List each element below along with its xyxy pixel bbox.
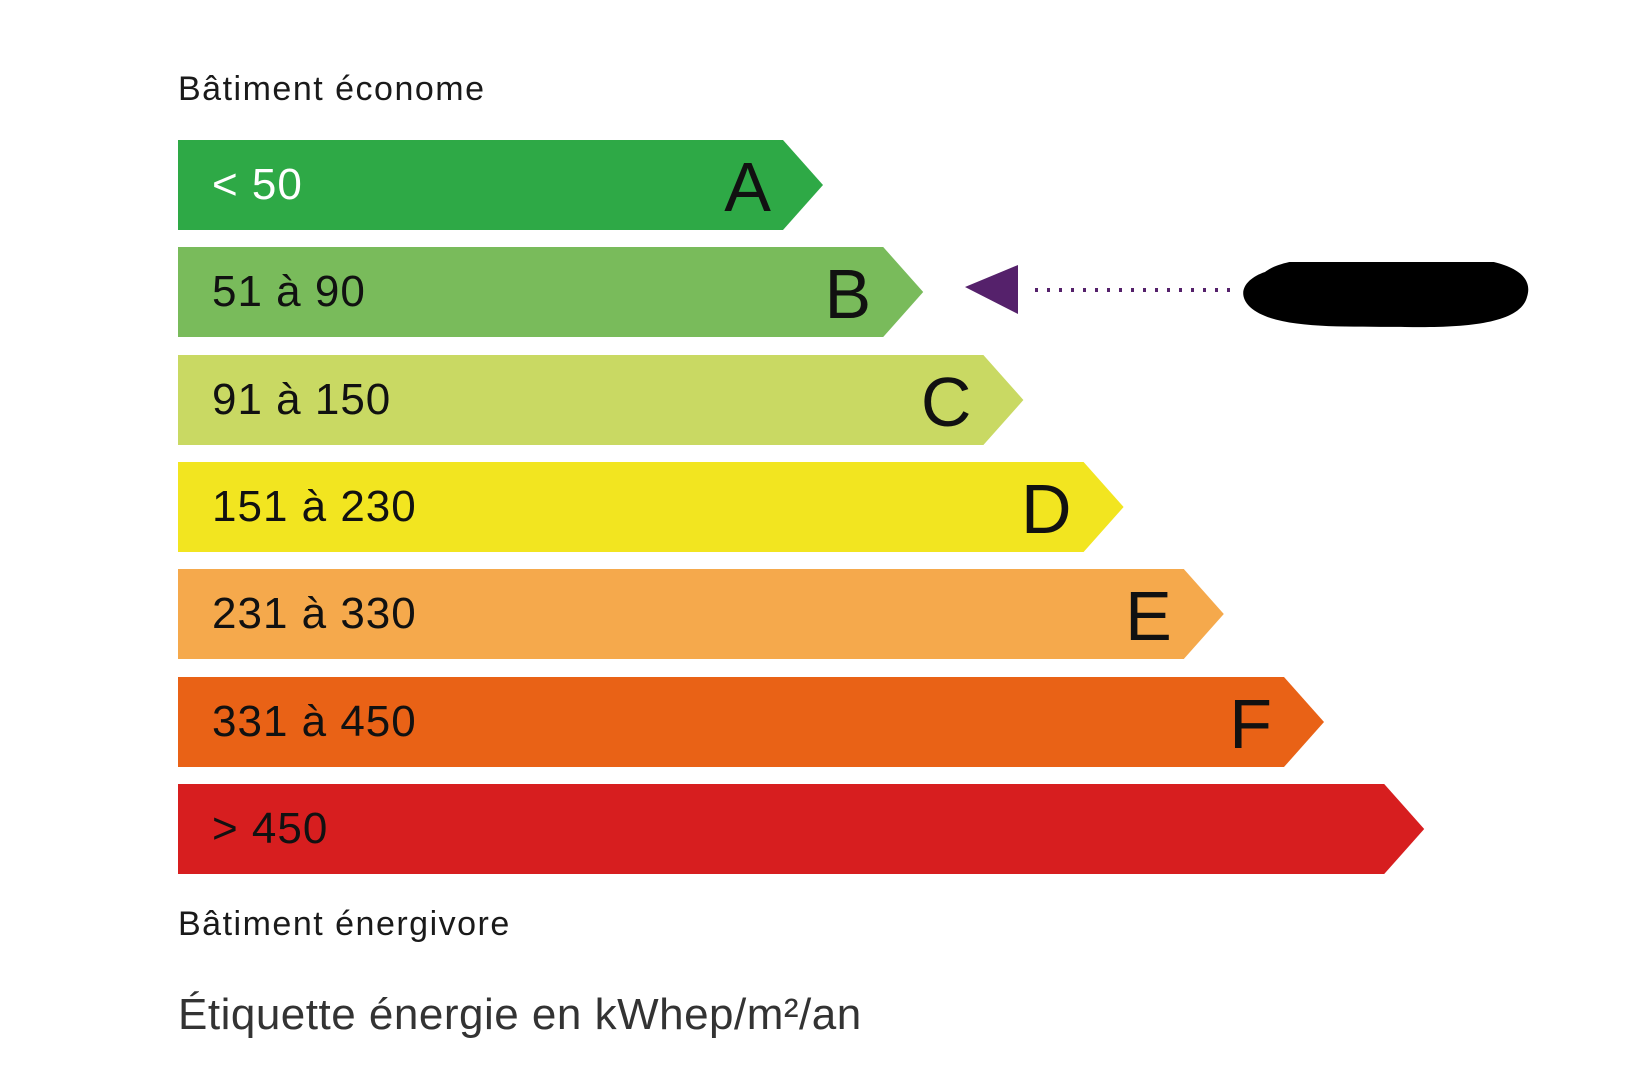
energy-bar-c: 91 à 150 C <box>178 354 1024 445</box>
bar-class-letter: C <box>920 362 972 441</box>
unit-label: Étiquette énergie en kWhep/m²/an <box>178 990 862 1039</box>
redacted-value-blob <box>1243 255 1529 328</box>
bar-arrow-shape <box>178 676 1324 767</box>
bar-class-letter: D <box>1021 469 1072 548</box>
bar-range-label: 151 à 230 <box>212 481 417 531</box>
rating-indicator <box>965 255 1565 332</box>
energy-bar-f: 331 à 450 F <box>178 676 1324 767</box>
bottom-label-energivore: Bâtiment énergivore <box>178 905 511 943</box>
bar-class-letter: E <box>1125 577 1172 656</box>
energy-bar-a: < 50 A <box>178 140 823 230</box>
bar-class-letter: F <box>1229 684 1272 763</box>
energy-bar-e: 231 à 330 E <box>178 569 1224 660</box>
bar-class-letter: B <box>824 255 872 334</box>
energy-bar-b: 51 à 90 B <box>178 247 924 338</box>
bar-range-label: 231 à 330 <box>212 589 417 639</box>
bar-arrow-shape <box>178 354 1024 445</box>
bar-shape <box>178 354 1024 445</box>
indicator-svg <box>965 255 1529 328</box>
bar-arrow-shape <box>178 140 823 230</box>
bar-shape <box>178 247 924 338</box>
bar-arrow-shape <box>178 569 1224 660</box>
bar-shape <box>178 140 823 230</box>
bar-range-label: 331 à 450 <box>212 696 417 746</box>
energy-bar-g: > 450 <box>178 783 1425 874</box>
energy-bar-d: 151 à 230 D <box>178 461 1124 552</box>
bar-range-label: < 50 <box>212 160 303 209</box>
bar-shape <box>178 783 1425 874</box>
indicator-arrow-icon <box>965 265 1018 314</box>
bar-arrow-shape <box>178 461 1124 552</box>
bar-shape <box>178 569 1224 660</box>
bar-shape <box>178 676 1324 767</box>
bar-range-label: 51 à 90 <box>212 267 366 317</box>
bar-shape <box>178 461 1124 552</box>
bar-class-letter: A <box>724 148 771 226</box>
bar-range-label: 91 à 150 <box>212 374 392 424</box>
bar-range-label: > 450 <box>212 803 329 853</box>
top-label-econome: Bâtiment économe <box>178 70 486 108</box>
bar-arrow-shape <box>178 247 924 338</box>
bar-arrow-shape <box>178 783 1425 874</box>
